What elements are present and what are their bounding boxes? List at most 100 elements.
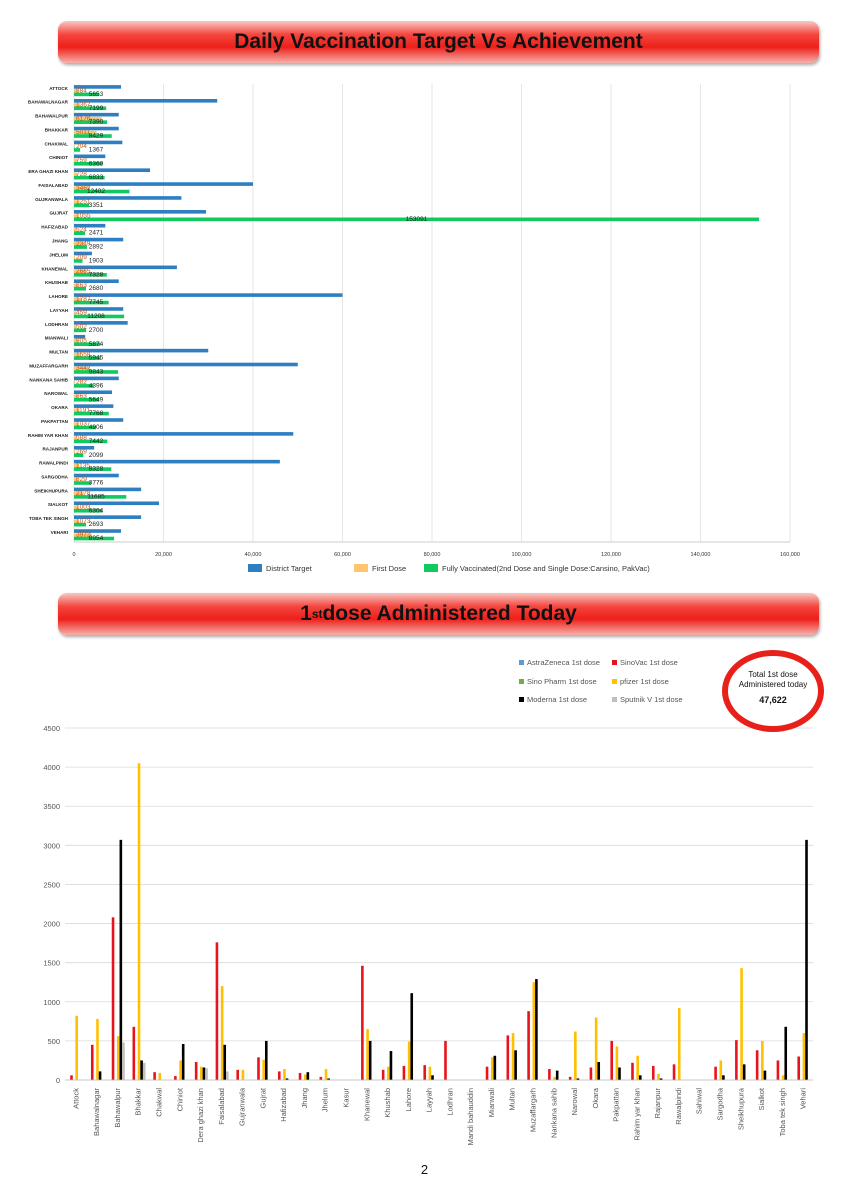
fully-vaccinated-data-label: 7745 — [89, 299, 104, 306]
category-label: CHINIOT — [49, 155, 68, 160]
bar-first-dose — [74, 228, 77, 232]
bar-pfizer-st-dose — [75, 1015, 78, 1080]
bar-target — [74, 376, 119, 381]
category-label: PAKPATTAN — [41, 419, 69, 424]
bar-pfizer-st-dose — [802, 1033, 806, 1080]
bar-fully-vaccinated — [74, 356, 101, 360]
category-label: OKARA — [51, 405, 69, 410]
fully-vaccinated-data-label: 7390 — [89, 119, 104, 126]
bar-sinovac-st-dose — [153, 1072, 156, 1080]
legend-label: Sino Pharm 1st dose — [527, 677, 597, 686]
category-label: SHEIKHUPURA — [34, 488, 68, 493]
category-label: Layyah — [425, 1088, 434, 1112]
first-dose-data-label: 6176 — [76, 115, 91, 122]
bar-sinovac-st-dose — [381, 1069, 385, 1080]
category-label: MUZAFFARGARH — [29, 363, 68, 368]
category-label: Lahore — [404, 1088, 413, 1111]
category-label: Sheikhupura — [736, 1087, 745, 1130]
bar-sinovac-st-dose — [298, 1072, 302, 1080]
bar-moderna-st-dose — [306, 1072, 310, 1080]
bar-first-dose — [74, 311, 77, 315]
bar-pfizer-st-dose — [719, 1060, 723, 1080]
bar-pfizer-st-dose — [781, 1075, 785, 1080]
bar-fully-vaccinated — [74, 217, 760, 222]
bar-fully-vaccinated — [74, 495, 127, 499]
bar-sinovac-st-dose — [132, 1026, 136, 1080]
bar-pfizer-st-dose — [387, 1066, 390, 1080]
category-label: LAYYAH — [50, 308, 69, 313]
bar-sinovac-st-dose — [506, 1035, 510, 1080]
bar-first-dose — [74, 491, 84, 496]
legend-swatch — [519, 679, 524, 684]
first-dose-chart: 0 500 1000 1500 2000 2500 3000 3500 4000 4500 Atto… — [43, 658, 813, 1146]
category-label: Khanewal — [362, 1088, 371, 1121]
page-number: 2 — [420, 1162, 429, 1177]
category-label: Dera ghazi khan — [196, 1088, 205, 1143]
total-label-line1: Total 1st dose — [748, 670, 798, 679]
category-label: Jhang — [300, 1088, 309, 1108]
bar-first-dose — [74, 200, 80, 204]
legend-label: Fully Vaccinated(2nd Dose and Single Dos… — [442, 564, 650, 573]
bar-sinovac-st-dose — [90, 1044, 94, 1080]
category-label: CHAKWAL — [45, 141, 69, 146]
bar-sinovac-st-dose — [111, 917, 115, 1080]
category-label: Mandi bahauddin — [466, 1088, 475, 1146]
category-label: DERA GHAZI KHAN — [28, 169, 69, 174]
category-label: RAJANPUR — [42, 447, 68, 452]
category-label: NAROWAL — [44, 391, 68, 396]
bar-first-dose — [74, 130, 97, 135]
fully-vaccinated-data-label: 7768 — [89, 410, 104, 417]
first-dose-data-label: 588 — [76, 435, 87, 442]
bar-sinovac-st-dose — [589, 1067, 593, 1080]
category-label: RAHIM YAR KHAN — [28, 433, 69, 438]
bar-fully-vaccinated — [74, 439, 108, 444]
category-label: JHELUM — [49, 252, 68, 257]
category-label: Jhelum — [321, 1088, 330, 1112]
first-dose-data-label: 502 — [76, 324, 87, 331]
category-label: Lodhran — [445, 1088, 454, 1116]
bar-fully-vaccinated — [74, 134, 112, 138]
first-dose-data-label: 1135 — [76, 462, 90, 469]
bar-target — [74, 126, 119, 131]
legend-label: District Target — [266, 564, 313, 573]
y-tick-label: 1000 — [43, 998, 60, 1007]
bar-sinovac-st-dose — [70, 1075, 73, 1080]
bar-pfizer-st-dose — [636, 1055, 639, 1080]
bar-target — [74, 265, 177, 270]
bar-sputnik-v-st-dose — [142, 1062, 146, 1080]
legend-swatch — [248, 564, 262, 572]
bar-sinovac-st-dose — [402, 1065, 406, 1080]
fully-vaccinated-data-label: 5653 — [89, 91, 104, 98]
banner-title: Daily Vaccination Target Vs Achievement — [234, 30, 643, 53]
x-tick-label: 60,000 — [334, 552, 351, 558]
fully-vaccinated-data-label: 6304 — [89, 507, 104, 514]
fully-vaccinated-data-label: 2471 — [89, 230, 104, 237]
bar-sinovac-st-dose — [361, 965, 364, 1080]
fully-vaccinated-data-label: 1367 — [89, 146, 104, 153]
fully-vaccinated-data-label: 7442 — [89, 438, 104, 445]
category-label: Narowal — [570, 1088, 579, 1116]
bar-sinovac-st-dose — [194, 1062, 198, 1080]
bar-sinovac-st-dose — [631, 1062, 634, 1080]
category-label: Sahiwal — [695, 1088, 704, 1115]
fully-vaccinated-data-label: 8429 — [89, 133, 104, 140]
bar-target — [74, 251, 92, 256]
category-label: GUJRAT — [49, 211, 68, 216]
category-label: KHANEWAL — [41, 266, 68, 271]
bar-first-dose — [74, 464, 80, 468]
bar-target — [74, 321, 128, 325]
category-label: Bahawalpur — [113, 1087, 122, 1127]
bar-target — [74, 473, 119, 478]
bar-fully-vaccinated — [74, 286, 86, 291]
first-dose-data-label: 3462 — [76, 185, 91, 192]
bar-fully-vaccinated — [74, 467, 112, 471]
bar-moderna-st-dose — [264, 1040, 268, 1080]
first-dose-data-label: 1367 — [76, 101, 91, 108]
first-dose-data-label: 5011 — [76, 129, 90, 136]
bar-pfizer-st-dose — [677, 1008, 681, 1080]
first-dose-data-label: 1073 — [76, 518, 91, 525]
bar-target — [74, 445, 95, 450]
bar-fully-vaccinated — [74, 384, 94, 388]
bar-pfizer-st-dose — [553, 1076, 556, 1080]
bar-fully-vaccinated — [74, 161, 103, 166]
